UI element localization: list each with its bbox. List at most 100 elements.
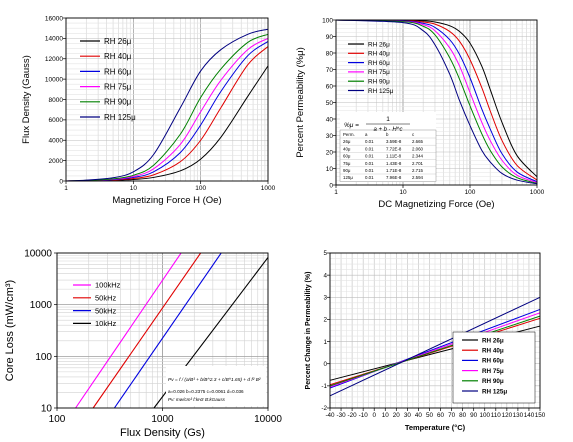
series-line-1: [92, 252, 202, 409]
grid: [329, 252, 541, 409]
x-tick-label: 70: [448, 412, 456, 419]
formula-table-cell: 1.43E-8: [386, 161, 402, 166]
y-tick-label: 3: [323, 294, 327, 301]
formula-coeffs: a=0.026 b=0.2375 c=0.0061 d=0.036: [168, 389, 244, 394]
y-tick-label: 60: [326, 83, 334, 90]
grid: [65, 17, 269, 182]
chart-1: 1 10 100 1000 0 10 20 30 40 50 60 70 80 90 100 DC Magne…: [295, 17, 545, 210]
legend-label-3: RH 75μ: [104, 82, 132, 91]
y-tick-label: 2: [323, 317, 327, 324]
y-tick-label: 10: [326, 166, 334, 173]
x-tick-label: 10: [399, 189, 407, 196]
series-line-4: [329, 315, 541, 387]
legend-label-0: 100kHz: [95, 281, 121, 290]
y-tick-label: 20: [326, 149, 334, 156]
legend-label-2: RH 60μ: [368, 60, 390, 67]
series-group: [335, 19, 538, 185]
legend-label-5: RH 125μ: [482, 388, 507, 395]
formula-table-cell: 1.71E-8: [386, 168, 402, 173]
series-line-0: [335, 19, 538, 178]
formula-table-cell: 0.01: [365, 146, 374, 151]
x-tick-label: 0: [372, 412, 376, 419]
formula-table-header: Perm.: [343, 132, 355, 137]
y-tick-label: 10000: [45, 76, 63, 83]
formula-table-cell: 75μ: [343, 161, 351, 166]
series-line-1: [335, 19, 538, 181]
x-tick-label: 150: [535, 412, 546, 419]
formula-table-cell: 40μ: [343, 146, 351, 151]
formula-table-cell: 2.665: [412, 139, 424, 144]
legend: RH 26μ RH 40μ RH 60μ RH 75μ RH 90μ RH 125μ: [80, 37, 136, 122]
legend: RH 26μ RH 40μ RH 60μ RH 75μ RH 90μ RH 125μ: [452, 331, 536, 404]
series-line-0: [75, 252, 182, 409]
x-tick-label: 80: [459, 412, 467, 419]
x-axis-label: Magnetizing Force H (Oe): [112, 195, 221, 206]
y-axis-label: Percent Permeability (%μ): [295, 47, 306, 158]
y-tick-label: 90: [326, 34, 334, 41]
formula-table-cell: 2.701: [412, 161, 424, 166]
legend-label-3: RH 75μ: [482, 368, 504, 375]
x-tick-label: 100: [49, 414, 66, 425]
y-axis-label: Percent Change in Permeability (%): [305, 272, 312, 390]
y-tick-label: 12000: [45, 56, 63, 63]
x-axis-label: Flux Density (Gs): [120, 427, 205, 439]
legend-label-3: RH 75μ: [368, 69, 390, 76]
formula-table-header: c: [412, 132, 415, 137]
formula-bg: [340, 112, 436, 182]
legend-label-4: RH 90μ: [368, 79, 390, 86]
legend-label-0: RH 26μ: [368, 41, 390, 48]
x-tick-label: 1000: [151, 414, 174, 425]
legend-box: [452, 331, 536, 404]
y-tick-label: 0: [323, 361, 327, 368]
series-line-5: [329, 296, 541, 397]
chart-0: 1 10 100 1000020004000600080001000012000140…: [21, 15, 276, 206]
x-tick-label: 10000: [254, 414, 282, 425]
series-line-3: [335, 19, 538, 184]
x-tick-label: 20: [393, 412, 401, 419]
formula-table-cell: 2.344: [412, 154, 424, 159]
series-line-2: [113, 252, 222, 409]
y-tick-label: 40: [326, 116, 334, 123]
series-line-5: [335, 19, 538, 185]
legend-label-2: RH 60μ: [104, 67, 132, 76]
legend-label-1: RH 40μ: [482, 347, 504, 354]
series-line-4: [335, 19, 538, 184]
legend-label-2: 50kHz: [95, 306, 117, 315]
legend: 100kHz 50kHz 50kHz 10kHz: [73, 281, 121, 328]
x-tick-label: 30: [404, 412, 412, 419]
series-line-4: [65, 33, 269, 182]
y-tick-label: 6000: [49, 117, 64, 124]
legend-label-4: RH 90μ: [482, 378, 504, 385]
x-tick-label: 140: [524, 412, 535, 419]
legend-label-0: RH 26μ: [104, 37, 132, 46]
formula-table-cell: 2.594: [412, 175, 424, 180]
legend-label-1: RH 40μ: [104, 52, 132, 61]
x-tick-label: 100: [465, 189, 476, 196]
y-tick-label: -1: [321, 383, 327, 390]
legend-label-3: 10kHz: [95, 319, 117, 328]
y-tick-label: 16000: [45, 15, 63, 22]
x-tick-label: -10: [359, 412, 369, 419]
y-tick-label: 5: [323, 250, 327, 257]
x-tick-label: 1000: [261, 185, 276, 192]
x-tick-label: 1: [334, 189, 338, 196]
y-tick-label: 80: [326, 50, 334, 57]
x-tick-label: 120: [502, 412, 513, 419]
legend-label-1: RH 40μ: [368, 51, 390, 58]
x-tick-label: 1000: [530, 189, 545, 196]
formula-table-cell: 0.01: [365, 154, 374, 159]
formula-table-cell: 3.59E-8: [386, 139, 402, 144]
legend-label-4: RH 90μ: [104, 98, 132, 107]
formula-units: Pv: mw/cm³ f:kHz B:kGauss: [168, 397, 226, 402]
y-tick-label: 0: [59, 178, 63, 185]
x-tick-label: 1: [64, 185, 68, 192]
y-tick-label: 10: [41, 404, 53, 415]
formula-table-cell: 1.11E-8: [386, 154, 402, 159]
x-tick-label: 100: [479, 412, 490, 419]
x-tick-label: -20: [348, 412, 358, 419]
x-tick-label: 10: [130, 185, 138, 192]
y-tick-label: 2000: [49, 158, 64, 165]
formula-table-cell: 60μ: [343, 154, 351, 159]
